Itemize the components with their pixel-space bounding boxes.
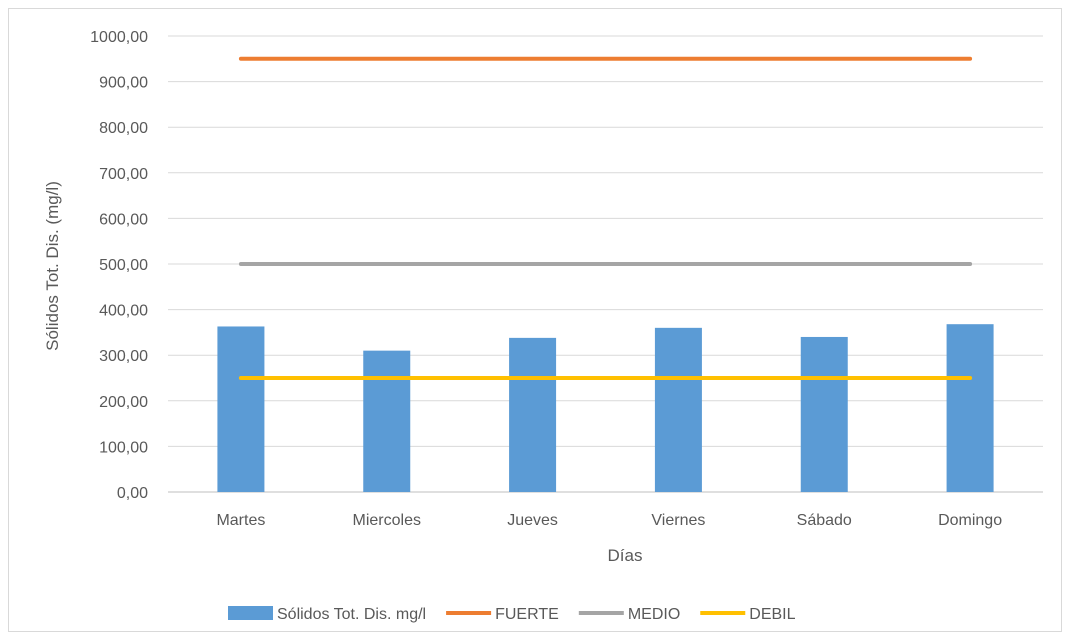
- legend-swatch: [228, 606, 273, 620]
- y-tick-label: 100,00: [99, 439, 148, 456]
- bar: [946, 324, 994, 492]
- y-tick-label: 0,00: [117, 485, 148, 502]
- y-tick-label: 400,00: [99, 303, 148, 320]
- bar: [509, 337, 557, 492]
- legend-item: FUERTE: [446, 606, 559, 623]
- legend-label: MEDIO: [628, 606, 680, 623]
- x-tick-label: Domingo: [938, 512, 1002, 529]
- y-tick-label: 800,00: [99, 120, 148, 137]
- x-tick-label: Jueves: [507, 512, 558, 529]
- chart-frame: [8, 8, 1062, 632]
- y-axis-title: Sólidos Tot. Dis. (mg/l): [43, 181, 62, 351]
- y-tick-label: 500,00: [99, 257, 148, 274]
- bar: [800, 336, 848, 492]
- legend-item: DEBIL: [700, 606, 796, 623]
- bars: [217, 324, 994, 492]
- y-tick-label: 1000,00: [90, 29, 148, 46]
- legend-label: DEBIL: [749, 606, 795, 623]
- y-tick-label: 900,00: [99, 75, 148, 92]
- legend-label: Sólidos Tot. Dis. mg/l: [277, 606, 426, 623]
- legend-item: Sólidos Tot. Dis. mg/l: [228, 606, 426, 623]
- y-tick-label: 600,00: [99, 211, 148, 228]
- y-tick-label: 300,00: [99, 348, 148, 365]
- x-tick-label: Sábado: [797, 512, 852, 529]
- bar: [217, 326, 265, 492]
- x-tick-label: Martes: [216, 512, 265, 529]
- y-tick-labels: 0,00 100,00 200,00 300,00 400,00 500,00 600,00…: [90, 29, 148, 502]
- x-axis-title: Días: [608, 546, 643, 565]
- legend: Sólidos Tot. Dis. mg/l FUERTE MEDIO DEBIL: [228, 606, 796, 623]
- x-tick-labels: Martes Miercoles Jueves Viernes Sábado Doming…: [216, 512, 1002, 529]
- legend-item: MEDIO: [578, 606, 680, 623]
- legend-label: FUERTE: [495, 606, 559, 623]
- y-tick-label: 200,00: [99, 394, 148, 411]
- bar: [363, 350, 411, 492]
- x-tick-label: Viernes: [651, 512, 705, 529]
- y-tick-label: 700,00: [99, 166, 148, 183]
- reference-lines: [238, 56, 973, 380]
- x-tick-label: Miercoles: [353, 512, 421, 529]
- bar: [654, 327, 702, 492]
